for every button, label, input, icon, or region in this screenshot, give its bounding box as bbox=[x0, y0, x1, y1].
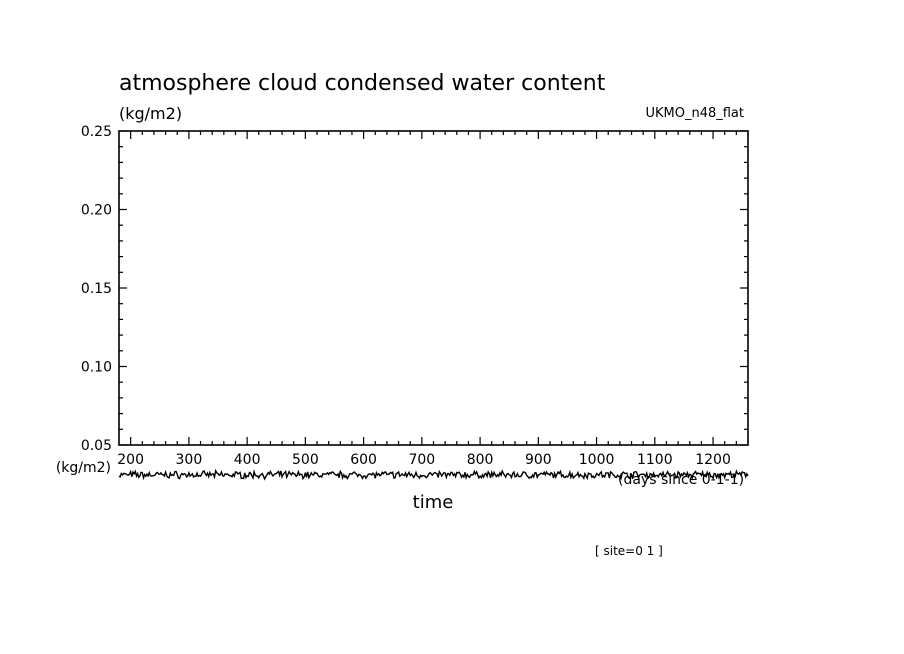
x-tick-label: 200 bbox=[117, 452, 144, 468]
y-tick-label: 0.05 bbox=[81, 438, 112, 454]
x-tick-label: 300 bbox=[176, 452, 203, 468]
lower-y-units: (kg/m2) bbox=[56, 460, 111, 476]
y-tick-label: 0.25 bbox=[81, 124, 112, 140]
x-tick-label: 1100 bbox=[637, 452, 673, 468]
y-axis-ticks bbox=[119, 130, 748, 446]
x-axis-units: (days since 0-1-1) bbox=[618, 472, 744, 488]
x-axis-tick-labels: 200 300 400 500 600 700 800 900 1000 1100 1200 bbox=[117, 452, 731, 468]
x-tick-label: 1200 bbox=[695, 452, 731, 468]
x-tick-label: 800 bbox=[467, 452, 494, 468]
x-axis-ticks bbox=[130, 131, 749, 445]
x-tick-label: 400 bbox=[234, 452, 261, 468]
site-label: [ site=0 1 ] bbox=[595, 544, 663, 558]
x-tick-label: 900 bbox=[525, 452, 552, 468]
y-axis-tick-labels: 0.05 0.10 0.15 0.20 0.25 bbox=[81, 124, 112, 454]
plot-frame bbox=[118, 130, 749, 446]
x-tick-label: 700 bbox=[408, 452, 435, 468]
x-axis-label: time bbox=[413, 492, 454, 513]
x-tick-label: 500 bbox=[292, 452, 319, 468]
x-tick-label: 1000 bbox=[579, 452, 615, 468]
y-tick-label: 0.10 bbox=[81, 360, 112, 376]
y-tick-label: 0.20 bbox=[81, 203, 112, 219]
x-tick-label: 600 bbox=[350, 452, 377, 468]
chart-title: atmosphere cloud condensed water content bbox=[119, 71, 606, 96]
model-label: UKMO_n48_flat bbox=[645, 106, 744, 121]
y-axis-units: (kg/m2) bbox=[119, 104, 182, 123]
series-line bbox=[118, 468, 749, 481]
y-tick-label: 0.15 bbox=[81, 281, 112, 297]
